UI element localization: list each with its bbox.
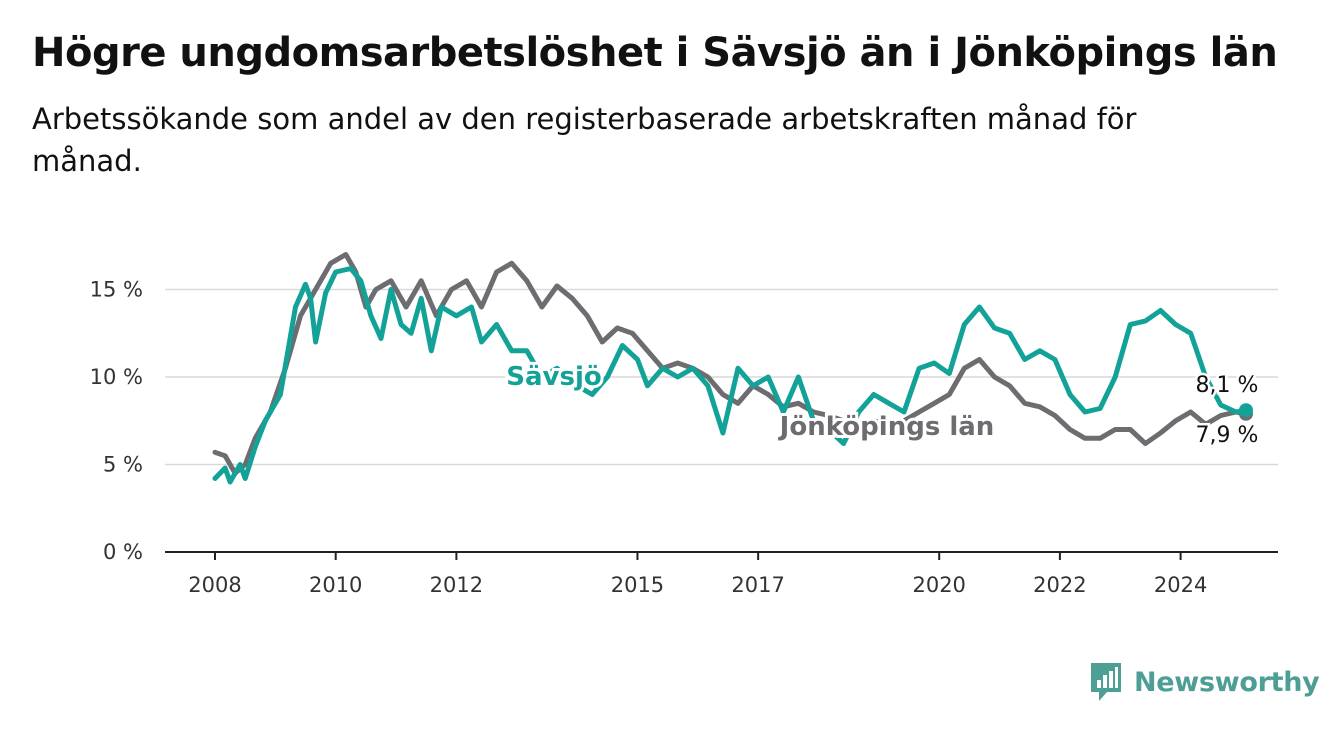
series-line-jönköpings-län (212, 252, 1249, 476)
chart-subtitle: Arbetssökande som andel av den registerb… (32, 102, 1137, 178)
newsworthy-logo-icon (1091, 663, 1121, 701)
gridlines (165, 288, 1278, 553)
x-tick-label: 2017 (731, 573, 784, 597)
series-lines (212, 252, 1253, 485)
series-name-label: Jönköpings län (778, 412, 995, 442)
series-line-sävsjö (212, 266, 1249, 485)
x-tick-label: 2008 (188, 573, 241, 597)
x-tick-label: 2010 (309, 573, 362, 597)
x-tick-label: 2024 (1154, 573, 1207, 597)
x-tick-label: 2020 (912, 573, 965, 597)
x-tick-label: 2015 (611, 573, 664, 597)
y-tick-label: 10 % (90, 365, 143, 389)
series-end-point (1238, 403, 1253, 418)
x-tick-label: 2012 (430, 573, 483, 597)
series-end-value-label: 8,1 % (1196, 373, 1259, 398)
y-tick-label: 0 % (103, 540, 143, 564)
chart-title: Högre ungdomsarbetslöshet i Sävsjö än i … (32, 30, 1278, 76)
y-tick-label: 5 % (103, 453, 143, 477)
series-name-label: Sävsjö (506, 362, 601, 392)
series-end-value-label: 7,9 % (1196, 423, 1259, 448)
brand-name: Newsworthy (1134, 666, 1320, 698)
y-tick-label: 15 % (90, 278, 143, 302)
newsworthy-logo: Newsworthy (1088, 660, 1320, 704)
series-labels: Jönköpings län 7,9 % Sävsjö 8,1 % (503, 359, 1261, 451)
y-axis-ticks: 0 % 5 % 10 % 15 % (90, 278, 143, 565)
x-tick-label: 2022 (1033, 573, 1086, 597)
x-axis-ticks: 2008 2010 2012 2015 2017 2020 2022 2024 (188, 552, 1207, 597)
